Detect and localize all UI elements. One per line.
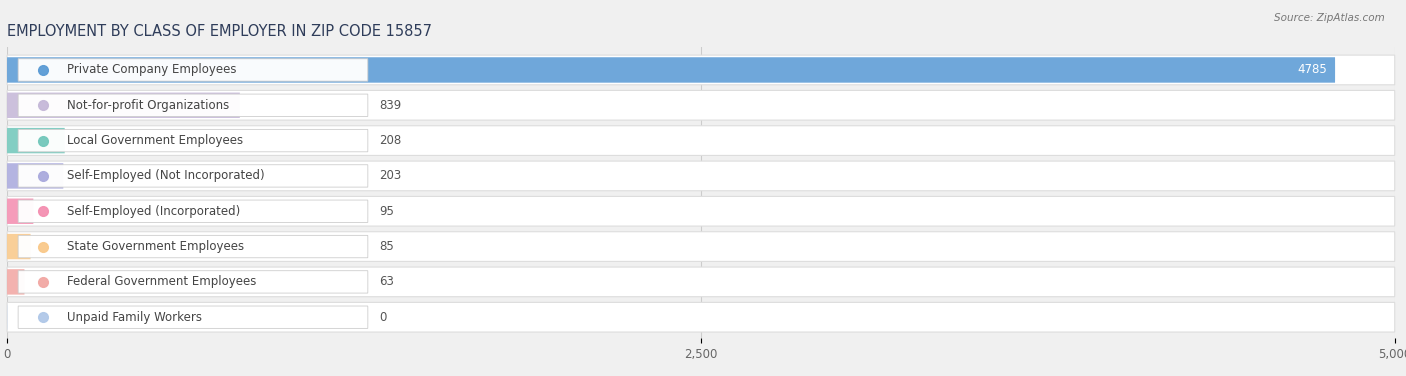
Text: 839: 839 <box>380 99 401 112</box>
FancyBboxPatch shape <box>7 302 1395 332</box>
FancyBboxPatch shape <box>18 306 368 328</box>
FancyBboxPatch shape <box>7 267 1395 297</box>
FancyBboxPatch shape <box>18 59 368 81</box>
Text: 63: 63 <box>380 275 394 288</box>
Text: 203: 203 <box>380 170 401 182</box>
FancyBboxPatch shape <box>7 91 1395 120</box>
FancyBboxPatch shape <box>7 163 63 189</box>
Text: Self-Employed (Incorporated): Self-Employed (Incorporated) <box>66 205 240 218</box>
Text: EMPLOYMENT BY CLASS OF EMPLOYER IN ZIP CODE 15857: EMPLOYMENT BY CLASS OF EMPLOYER IN ZIP C… <box>7 24 432 39</box>
FancyBboxPatch shape <box>7 269 24 295</box>
Text: Private Company Employees: Private Company Employees <box>66 64 236 76</box>
Text: Not-for-profit Organizations: Not-for-profit Organizations <box>66 99 229 112</box>
Text: Unpaid Family Workers: Unpaid Family Workers <box>66 311 201 324</box>
Text: State Government Employees: State Government Employees <box>66 240 243 253</box>
FancyBboxPatch shape <box>7 234 31 259</box>
FancyBboxPatch shape <box>7 196 1395 226</box>
Text: 95: 95 <box>380 205 394 218</box>
FancyBboxPatch shape <box>18 235 368 258</box>
FancyBboxPatch shape <box>7 126 1395 155</box>
Text: Federal Government Employees: Federal Government Employees <box>66 275 256 288</box>
FancyBboxPatch shape <box>7 161 1395 191</box>
Text: 0: 0 <box>380 311 387 324</box>
FancyBboxPatch shape <box>18 200 368 223</box>
FancyBboxPatch shape <box>18 271 368 293</box>
FancyBboxPatch shape <box>18 129 368 152</box>
FancyBboxPatch shape <box>7 92 240 118</box>
Text: Self-Employed (Not Incorporated): Self-Employed (Not Incorporated) <box>66 170 264 182</box>
Text: 4785: 4785 <box>1296 64 1327 76</box>
FancyBboxPatch shape <box>7 128 65 153</box>
FancyBboxPatch shape <box>7 55 1395 85</box>
FancyBboxPatch shape <box>7 232 1395 261</box>
FancyBboxPatch shape <box>18 165 368 187</box>
Text: 208: 208 <box>380 134 401 147</box>
FancyBboxPatch shape <box>18 94 368 117</box>
Text: 85: 85 <box>380 240 394 253</box>
FancyBboxPatch shape <box>7 57 1336 83</box>
Text: Source: ZipAtlas.com: Source: ZipAtlas.com <box>1274 13 1385 23</box>
FancyBboxPatch shape <box>7 199 34 224</box>
Text: Local Government Employees: Local Government Employees <box>66 134 243 147</box>
